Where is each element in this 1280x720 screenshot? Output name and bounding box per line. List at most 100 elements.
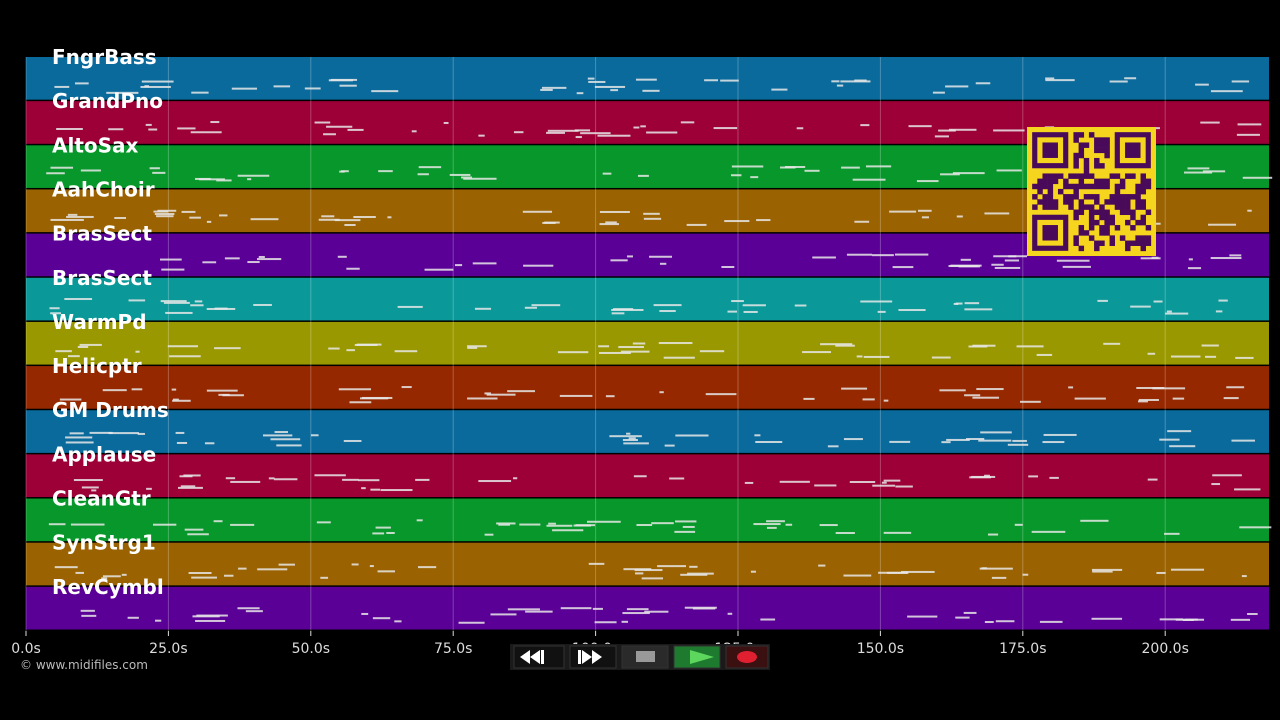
- qr-cell: [1088, 132, 1095, 138]
- track-label: WarmPd: [52, 310, 147, 334]
- note: [598, 345, 610, 348]
- qr-cell: [1094, 183, 1100, 190]
- track-label: GrandPno: [52, 89, 163, 113]
- note: [463, 177, 497, 180]
- note: [599, 210, 630, 213]
- note: [587, 77, 595, 80]
- note: [144, 85, 150, 88]
- note: [1014, 523, 1023, 526]
- qr-cell: [1078, 245, 1085, 252]
- note: [56, 127, 83, 130]
- qr-cell: [1119, 194, 1126, 200]
- note: [135, 350, 140, 353]
- qr-cell: [1109, 240, 1116, 246]
- note: [323, 133, 336, 136]
- note: [964, 302, 980, 305]
- note: [523, 264, 554, 267]
- note: [230, 480, 261, 483]
- note: [766, 520, 785, 523]
- qr-cell: [1114, 204, 1121, 210]
- note: [75, 571, 85, 574]
- qr-cell: [1135, 240, 1141, 246]
- note: [346, 267, 360, 270]
- note: [705, 393, 737, 396]
- qr-cell: [1073, 137, 1079, 143]
- note: [894, 253, 929, 256]
- note: [206, 389, 238, 392]
- note: [664, 444, 675, 447]
- note: [1147, 352, 1156, 355]
- note: [730, 174, 742, 177]
- note: [680, 573, 708, 576]
- note: [659, 262, 667, 265]
- note: [204, 442, 215, 445]
- note: [102, 575, 121, 578]
- note: [157, 209, 177, 212]
- qr-cell: [1109, 235, 1116, 241]
- qr-cell: [1140, 240, 1146, 246]
- stop-button[interactable]: [621, 645, 669, 669]
- note: [605, 395, 615, 398]
- note: [108, 128, 124, 131]
- note: [559, 394, 593, 397]
- note: [108, 432, 139, 435]
- note: [472, 262, 497, 265]
- note: [675, 520, 697, 523]
- note: [140, 85, 171, 88]
- qr-cell: [1073, 194, 1079, 200]
- qr-cell: [1083, 183, 1090, 190]
- tick-label: 0.0s: [11, 641, 41, 657]
- qr-cell: [1125, 204, 1131, 210]
- note: [620, 350, 650, 353]
- note: [69, 432, 84, 435]
- rewind-button[interactable]: [513, 645, 565, 669]
- qr-cell: [1104, 219, 1110, 226]
- note: [1187, 267, 1202, 270]
- note: [972, 396, 1000, 399]
- note: [966, 438, 985, 441]
- qr-cell: [1135, 183, 1141, 190]
- note-layer: [46, 77, 1273, 624]
- qr-cell: [1145, 235, 1152, 241]
- note: [74, 82, 89, 85]
- qr-cell: [1094, 163, 1100, 169]
- qr-cell: [1047, 204, 1054, 210]
- note: [46, 172, 65, 175]
- note: [443, 121, 449, 124]
- note: [952, 172, 985, 175]
- note: [1202, 170, 1226, 173]
- qr-cell: [1109, 219, 1116, 226]
- qr-cell: [1078, 173, 1085, 179]
- note: [1159, 438, 1180, 441]
- note: [659, 310, 676, 313]
- note: [54, 566, 78, 569]
- note: [180, 485, 196, 488]
- note: [635, 572, 644, 575]
- note: [956, 215, 963, 218]
- track-label: AahChoir: [52, 177, 155, 201]
- note: [1175, 618, 1205, 621]
- forward-button[interactable]: [569, 645, 617, 669]
- note: [663, 356, 695, 359]
- note: [337, 255, 347, 258]
- qr-cell: [1099, 230, 1105, 236]
- qr-cell: [1104, 178, 1110, 185]
- qr-cell: [1109, 214, 1116, 221]
- record-button[interactable]: [725, 645, 769, 669]
- qr-finder: [1125, 142, 1141, 158]
- tick-label: 200.0s: [1142, 641, 1189, 657]
- note: [955, 616, 970, 619]
- qr-cell: [1125, 194, 1131, 200]
- play-button[interactable]: [673, 645, 721, 669]
- qr-cell: [1032, 204, 1038, 210]
- note: [760, 618, 776, 621]
- note: [892, 266, 914, 269]
- note: [635, 78, 657, 81]
- note: [522, 210, 553, 213]
- note: [498, 523, 511, 526]
- note: [883, 479, 901, 482]
- qr-cell: [1042, 183, 1048, 190]
- qr-cell: [1057, 188, 1064, 195]
- qr-cell: [1104, 199, 1110, 205]
